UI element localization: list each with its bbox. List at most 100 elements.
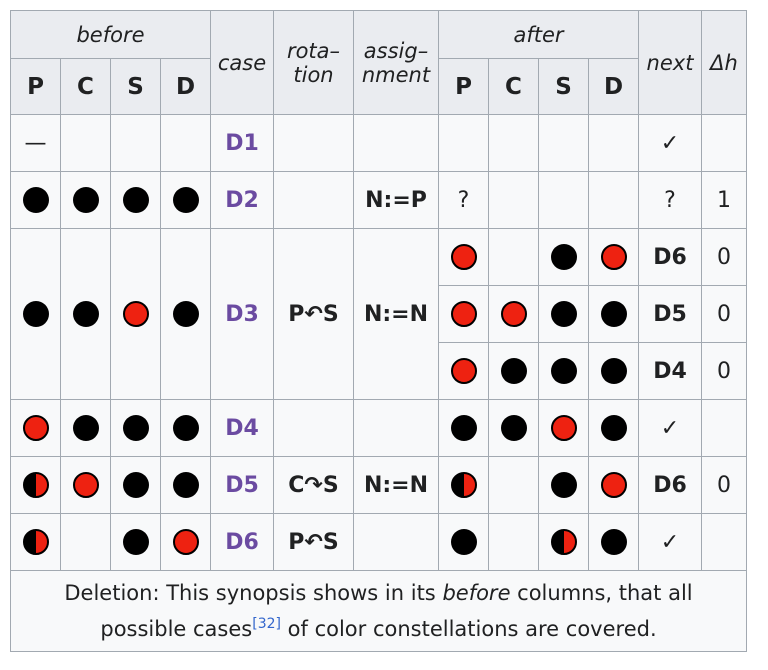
black-node-icon [122, 187, 149, 213]
after-c-cell [488, 285, 539, 343]
black-node-icon [72, 187, 99, 213]
red-node-icon [450, 358, 477, 384]
after-c-cell [488, 399, 539, 457]
rotation-cell [273, 171, 354, 229]
before-c-cell [60, 171, 111, 229]
case-link[interactable]: D6 [210, 513, 274, 571]
table-row: D2 N:=P?? 1 [10, 171, 747, 229]
case-link[interactable]: D1 [210, 114, 274, 172]
red-node-icon [22, 415, 49, 441]
black-node-icon [550, 244, 577, 270]
table-row: D6 P↶S ✓ [10, 513, 747, 571]
after-p-cell: ? [438, 171, 489, 229]
before-d-cell [160, 456, 211, 514]
after-d-cell [588, 285, 639, 343]
black-node-icon [22, 187, 49, 213]
before-p-cell [10, 399, 61, 457]
case-header: case [210, 10, 274, 115]
black-node-icon [172, 472, 199, 498]
after-c-cell [488, 456, 539, 514]
after-header: after [438, 10, 639, 59]
red-node-icon [172, 529, 199, 555]
black-node-icon [172, 187, 199, 213]
before-s-cell [110, 399, 161, 457]
after-d-cell [588, 228, 639, 286]
table-row: D3 P↶S N:=N D6 0 [10, 228, 747, 400]
next-header: next [638, 10, 702, 115]
delta-h-cell: 0 [701, 228, 747, 286]
before-d-cell [160, 513, 211, 571]
black-node-icon [450, 529, 477, 555]
before-p-header: P [10, 58, 61, 115]
after-d-header: D [588, 58, 639, 115]
next-cell: ? [638, 171, 702, 229]
next-cell: D6 [638, 228, 702, 286]
before-d-header: D [160, 58, 211, 115]
before-c-cell [60, 399, 111, 457]
after-c-cell [488, 228, 539, 286]
after-d-cell [588, 342, 639, 400]
next-cell: ✓ [638, 114, 702, 172]
red-node-icon [600, 244, 627, 270]
before-p-cell: — [10, 114, 61, 172]
before-p-cell [10, 456, 61, 514]
red-node-icon [72, 472, 99, 498]
rotation-cell: P↶S [273, 228, 354, 400]
rotation-cell [273, 399, 354, 457]
black-node-icon [72, 415, 99, 441]
next-cell: D4 [638, 342, 702, 400]
delta-h-cell: 0 [701, 342, 747, 400]
black-node-icon [72, 301, 99, 327]
after-c-cell [488, 342, 539, 400]
case-link[interactable]: D3 [210, 228, 274, 400]
black-node-icon [122, 472, 149, 498]
after-s-cell [538, 171, 589, 229]
case-link[interactable]: D5 [210, 456, 274, 514]
after-c-header: C [488, 58, 539, 115]
after-d-cell [588, 399, 639, 457]
case-link[interactable]: D4 [210, 399, 274, 457]
before-c-header: C [60, 58, 111, 115]
before-p-cell [10, 228, 61, 400]
before-s-cell [110, 456, 161, 514]
before-header: before [10, 10, 211, 59]
red-node-icon [550, 415, 577, 441]
after-d-cell [588, 513, 639, 571]
after-d-cell [588, 171, 639, 229]
table-row: D4 ✓ [10, 399, 747, 457]
black-node-icon [550, 358, 577, 384]
black-node-icon [172, 301, 199, 327]
before-c-cell [60, 513, 111, 571]
black-node-icon [600, 415, 627, 441]
before-d-cell [160, 399, 211, 457]
half-red-black-node-icon [450, 472, 477, 498]
before-c-cell [60, 228, 111, 400]
after-p-cell [438, 114, 489, 172]
black-node-icon [600, 358, 627, 384]
next-cell: D5 [638, 285, 702, 343]
after-s-cell [538, 114, 589, 172]
case-link[interactable]: D2 [210, 171, 274, 229]
citation-link[interactable]: [32] [252, 616, 281, 632]
next-cell: ✓ [638, 399, 702, 457]
after-c-cell [488, 114, 539, 172]
red-node-icon [122, 301, 149, 327]
delta-h-cell [701, 114, 747, 172]
assignment-cell: N:=N [353, 456, 439, 514]
after-d-cell [588, 456, 639, 514]
after-p-cell [438, 513, 489, 571]
assignment-cell [353, 513, 439, 571]
assignment-cell: N:=P [353, 171, 439, 229]
after-s-cell [538, 228, 589, 286]
after-p-cell [438, 228, 489, 286]
rotation-cell: P↶S [273, 513, 354, 571]
rotation-header: rota– tion [273, 10, 354, 115]
half-red-black-node-icon [22, 529, 49, 555]
black-node-icon [500, 358, 527, 384]
after-c-cell [488, 171, 539, 229]
delta-h-header: Δh [701, 10, 747, 115]
half-red-black-node-icon [550, 529, 577, 555]
deletion-synopsis-table: before case rota– tion assig– nment after … [10, 10, 747, 652]
delta-h-cell [701, 399, 747, 457]
after-p-header: P [438, 58, 489, 115]
